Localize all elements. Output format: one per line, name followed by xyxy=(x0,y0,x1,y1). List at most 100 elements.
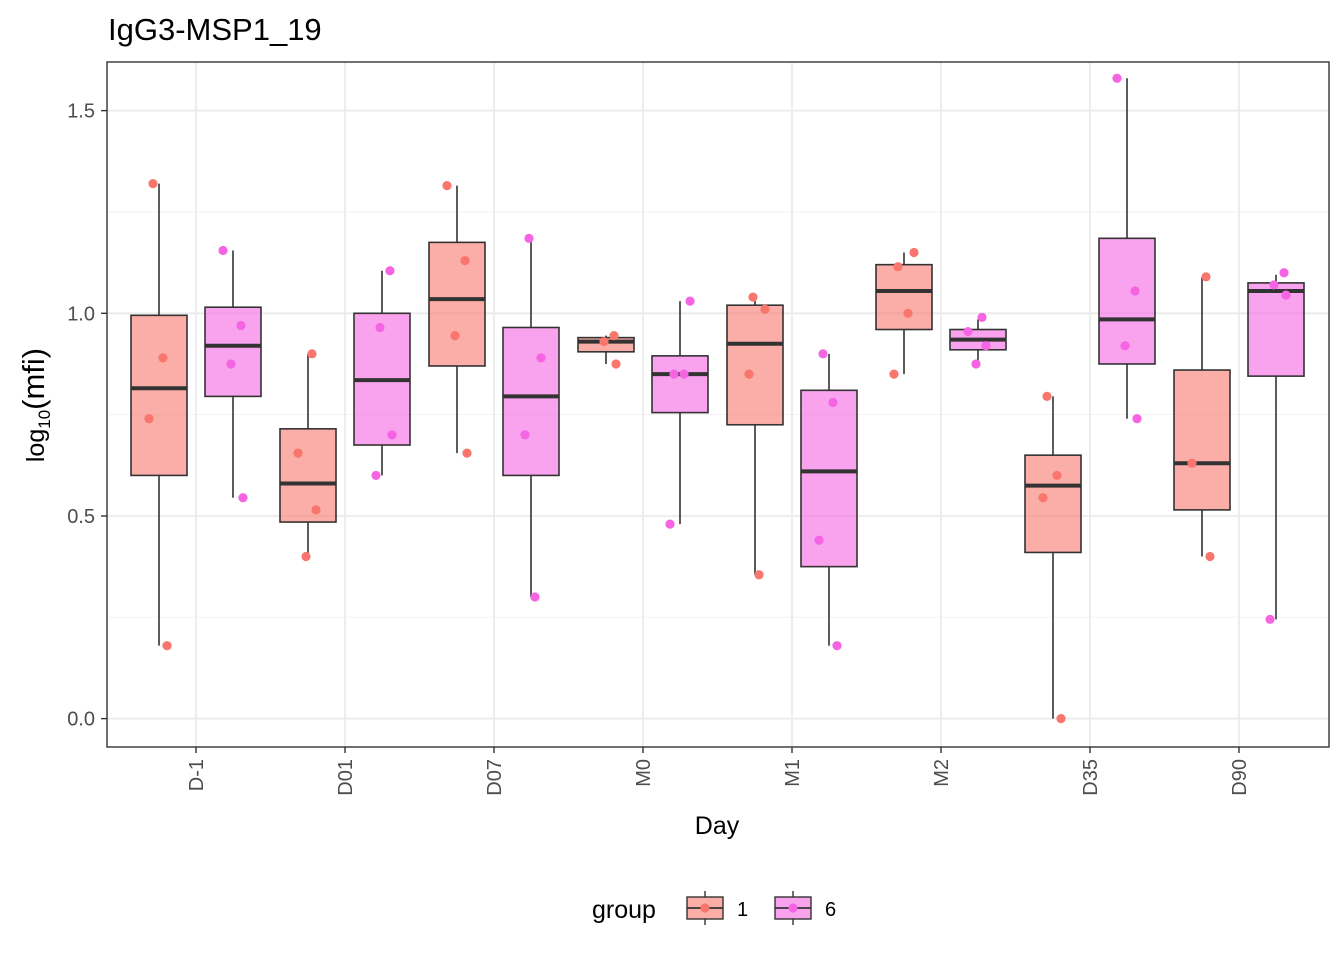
y-tick-label: 0.5 xyxy=(67,506,95,528)
points xyxy=(144,73,1291,724)
box xyxy=(1173,369,1231,511)
data-point xyxy=(665,519,675,529)
data-point xyxy=(1038,493,1048,503)
data-point xyxy=(818,349,828,359)
data-point xyxy=(307,349,317,359)
box-group-6-D35 xyxy=(1098,78,1156,419)
data-point xyxy=(158,353,168,363)
data-point xyxy=(1042,391,1052,401)
x-tick-label: M1 xyxy=(782,759,804,787)
y-tick-label: 0.0 xyxy=(67,709,95,731)
legend-label: 1 xyxy=(737,899,748,921)
data-point xyxy=(1281,290,1291,300)
data-point xyxy=(903,308,913,318)
data-point xyxy=(236,320,246,331)
data-point xyxy=(375,322,385,333)
x-tick-label: D07 xyxy=(484,759,506,796)
data-point xyxy=(981,341,991,351)
data-point xyxy=(1120,341,1130,351)
data-point xyxy=(530,592,540,602)
box-group-6-M2 xyxy=(949,319,1007,364)
box-group-1-D90 xyxy=(1173,276,1231,557)
legend-key-point xyxy=(700,903,710,913)
data-point xyxy=(828,397,838,408)
data-point xyxy=(311,505,321,515)
data-point xyxy=(1269,280,1279,290)
data-point xyxy=(148,178,158,189)
data-point xyxy=(1279,268,1289,278)
data-point xyxy=(1112,73,1122,83)
data-point xyxy=(893,262,903,272)
data-point xyxy=(238,493,248,503)
box xyxy=(1247,282,1305,377)
data-point xyxy=(371,470,381,481)
data-point xyxy=(909,247,919,258)
legend-entry-1: 1 xyxy=(686,891,748,925)
legend-key-point xyxy=(788,903,798,913)
data-point xyxy=(669,369,679,379)
boxes xyxy=(130,78,1305,719)
box xyxy=(428,241,486,367)
box xyxy=(726,304,784,426)
y-axis-title: log10(mfi) xyxy=(16,348,54,462)
data-point xyxy=(1132,414,1142,424)
x-tick-label: D01 xyxy=(335,759,357,796)
data-point xyxy=(1265,614,1275,624)
data-point xyxy=(685,296,695,306)
data-point xyxy=(832,641,842,651)
x-tick-label: D90 xyxy=(1229,759,1251,796)
data-point xyxy=(520,430,530,440)
data-point xyxy=(599,337,609,347)
x-tick-label: D-1 xyxy=(186,759,208,791)
box-group-6-D07 xyxy=(502,238,560,598)
data-point xyxy=(1052,470,1062,481)
x-tick-label: D35 xyxy=(1080,759,1102,796)
box-group-1-D07 xyxy=(428,185,486,454)
plot-panel xyxy=(106,61,1330,748)
data-point xyxy=(442,181,452,191)
data-point xyxy=(460,256,470,266)
x-tick-label: M2 xyxy=(931,759,953,787)
data-point xyxy=(754,570,764,580)
box xyxy=(204,306,262,398)
grid xyxy=(107,62,1329,747)
box-group-6-D01 xyxy=(353,270,411,476)
data-point xyxy=(609,330,619,341)
box-group-6-M1 xyxy=(800,353,858,646)
box-group-1-M1 xyxy=(726,297,784,575)
chart-title: IgG3-MSP1_19 xyxy=(108,12,322,47)
data-point xyxy=(963,326,973,337)
data-point xyxy=(536,353,546,363)
data-point xyxy=(748,292,758,302)
legend-entry-6: 6 xyxy=(774,891,836,925)
y-axis: 0.0 0.5 1.0 1.5 xyxy=(67,101,107,731)
box xyxy=(130,314,188,477)
box xyxy=(651,355,709,414)
data-point xyxy=(971,359,981,369)
y-tick-label: 1.5 xyxy=(67,101,95,123)
data-point xyxy=(1201,272,1211,282)
box-group-1-D01 xyxy=(279,353,337,557)
y-tick-label: 1.0 xyxy=(67,303,95,325)
data-point xyxy=(162,641,172,651)
data-point xyxy=(385,266,395,276)
data-point xyxy=(1187,458,1197,468)
data-point xyxy=(524,233,534,243)
box xyxy=(502,326,560,477)
data-point xyxy=(387,430,397,440)
legend-label: 6 xyxy=(825,899,836,921)
box xyxy=(279,428,337,523)
data-point xyxy=(1056,714,1066,724)
data-point xyxy=(679,369,689,379)
data-point xyxy=(293,448,303,458)
data-point xyxy=(889,369,899,379)
box-group-1-M2 xyxy=(875,252,933,375)
data-point xyxy=(977,312,987,322)
data-point xyxy=(226,359,236,369)
data-point xyxy=(144,414,154,424)
box xyxy=(800,389,858,568)
box-group-6-D90 xyxy=(1247,274,1305,620)
x-tick-label: M0 xyxy=(633,759,655,787)
box-group-1-D-1 xyxy=(130,183,188,646)
